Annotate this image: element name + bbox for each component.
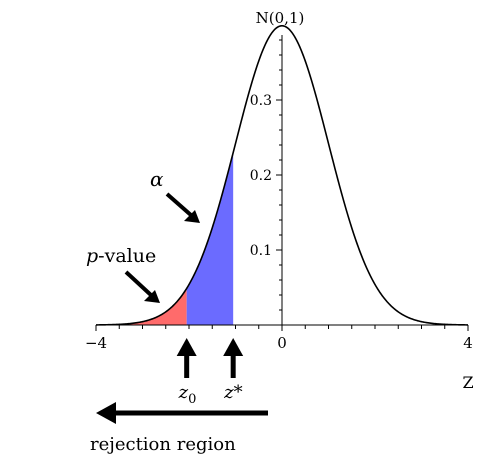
x-tick-label: 4 [463,334,473,352]
rejection-region-arrow [96,402,268,424]
y-minor-ticks [276,39,282,311]
y-tick-labels: 0.1 0.2 0.3 [250,93,272,259]
zstar-label: z* [223,382,242,403]
p-value-shaded-region [96,288,187,325]
p-value-label-rest: -value [98,245,156,267]
alpha-arrow [165,192,200,223]
x-axis-label: Z [462,373,473,392]
density-curve [95,24,469,326]
arrow-head [176,338,197,356]
chart-title: N(0,1) [256,9,305,27]
z0-label: z0 [178,382,197,407]
x-minor-ticks [95,325,469,331]
zstar-arrow [223,338,244,378]
x-tick-labels: −4 0 4 [85,334,473,352]
y-tick-label: 0.3 [250,93,272,109]
arrow-head [223,338,244,356]
p-value-arrow [124,270,160,303]
x-tick-label: 0 [277,334,287,352]
p-value-label: p-value [86,245,156,267]
y-tick-label: 0.2 [250,168,272,184]
alpha-shaded-region [186,152,234,325]
x-tick-label: −4 [85,334,107,352]
z0-arrow [176,338,197,378]
alpha-label: α [150,167,164,191]
p-value-label-p: p [86,245,98,267]
rejection-region-label: rejection region [90,434,236,455]
z0-label-sub: 0 [188,392,196,407]
y-tick-label: 0.1 [250,243,272,259]
z0-label-main: z [178,382,189,403]
